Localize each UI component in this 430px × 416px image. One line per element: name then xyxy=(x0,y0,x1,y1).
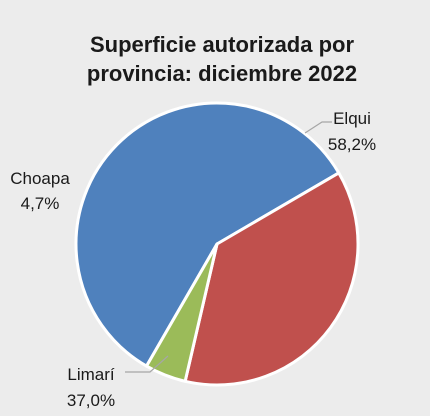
slice-label-choapa-name: Choapa xyxy=(10,169,70,188)
pie-slices xyxy=(74,101,360,387)
chart-title-line-2: provincia: diciembre 2022 xyxy=(87,61,357,86)
slice-label-limari-name: Limarí xyxy=(67,365,115,384)
leader-lines xyxy=(125,121,332,373)
pie-slice-limari xyxy=(183,171,360,387)
slice-label-elqui-name: Elqui xyxy=(333,109,371,128)
pie-slice-choapa xyxy=(145,242,219,383)
chart-title-line-1: Superficie autorizada por xyxy=(90,32,354,57)
slice-label-choapa-value: 4,7% xyxy=(21,194,60,213)
slice-label-elqui-value: 58,2% xyxy=(328,135,376,154)
pie-slice-elqui xyxy=(74,101,341,368)
leader-line-elqui xyxy=(304,121,332,134)
leader-line-limari xyxy=(125,355,169,373)
slice-label-limari-value: 37,0% xyxy=(67,391,115,410)
